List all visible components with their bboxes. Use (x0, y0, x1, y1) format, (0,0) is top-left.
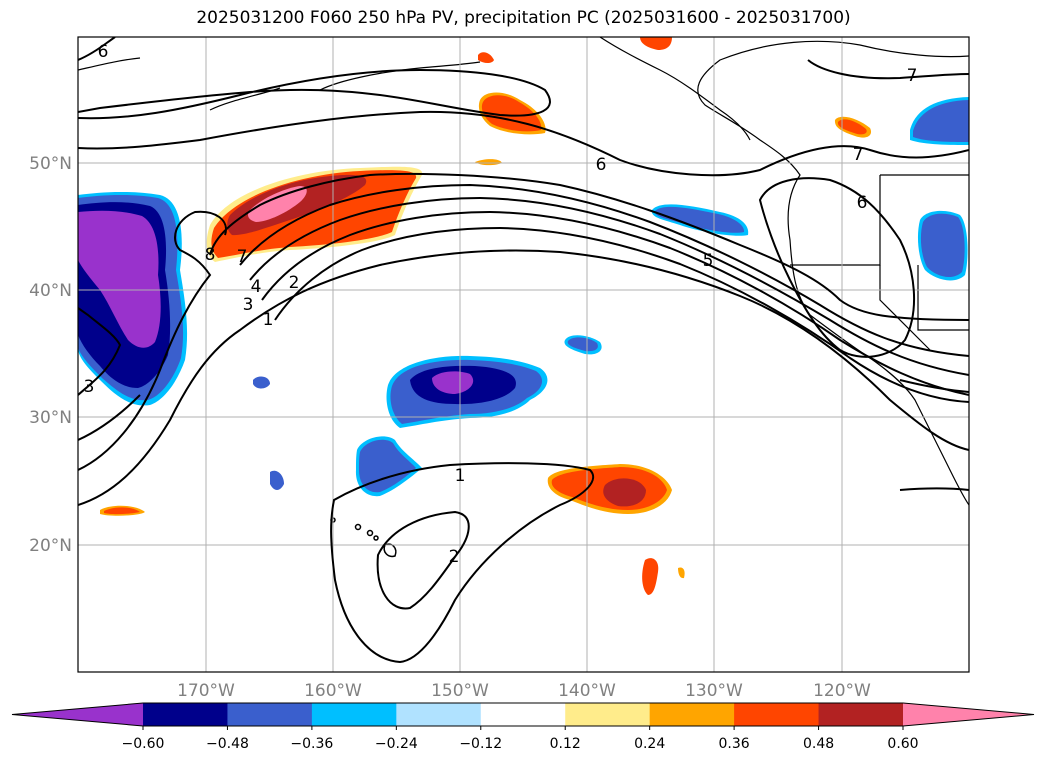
contour-label: 6 (857, 193, 868, 213)
contour-label: 5 (703, 251, 714, 271)
colorbar-tick-label: −0.12 (459, 736, 502, 752)
colorbar-segment (311, 703, 397, 726)
contour-label: 2 (449, 547, 460, 567)
contour-label: 2 (289, 273, 300, 293)
contour-label: 1 (263, 310, 274, 330)
lat-label: 30°N (29, 408, 72, 428)
lat-label: 40°N (29, 281, 72, 301)
lat-label: 50°N (29, 154, 72, 174)
map-frame (77, 36, 970, 673)
precip-positive-shading (100, 37, 872, 595)
contour-label: 3 (243, 295, 254, 315)
colorbar-segment (396, 703, 482, 726)
colorbar-tick-label: −0.60 (122, 736, 165, 752)
precip-negative-shading (78, 97, 969, 497)
colorbar-segment (565, 703, 651, 726)
colorbar-tick-label: 0.24 (634, 736, 665, 752)
contour-label: 3 (84, 377, 95, 397)
lon-label: 130°W (685, 681, 743, 701)
lon-label: 140°W (558, 681, 616, 701)
contour-labels: 6 7 6 7 6 5 4 3 2 1 8 7 3 1 2 (84, 42, 918, 567)
lon-label: 120°W (813, 681, 871, 701)
lon-label: 150°W (431, 681, 489, 701)
contour-label: 4 (251, 277, 262, 297)
lon-label: 170°W (177, 681, 235, 701)
colorbar-extend-high (903, 703, 1034, 726)
colorbar-segment (143, 703, 228, 726)
contour-label: 1 (455, 466, 466, 486)
contour-label: 6 (98, 42, 109, 62)
colorbar-tick-label: 0.36 (719, 736, 750, 752)
colorbar-segment (649, 703, 735, 726)
colorbar-extend-low (12, 703, 143, 726)
lat-label: 20°N (29, 536, 72, 556)
colorbar-tick-label: 0.12 (550, 736, 581, 752)
colorbar-segment (480, 703, 566, 726)
colorbar-tick-label: −0.48 (206, 736, 249, 752)
contour-label: 8 (205, 245, 216, 265)
colorbar-segment (818, 703, 904, 726)
colorbar-segment (734, 703, 820, 726)
contour-label: 7 (907, 66, 918, 86)
lat-lon-grid (78, 37, 969, 672)
map-background (78, 37, 969, 672)
contour-label: 6 (596, 155, 607, 175)
colorbar-tick-label: −0.36 (290, 736, 333, 752)
contour-label: 7 (853, 145, 864, 165)
colorbar-segment (227, 703, 313, 726)
coastlines (78, 37, 969, 506)
latitude-labels: 50°N 40°N 30°N 20°N (29, 154, 72, 556)
colorbar-tick-label: 0.48 (803, 736, 834, 752)
colorbar-tick-label: 0.60 (887, 736, 918, 752)
longitude-labels: 170°W 160°W 150°W 140°W 130°W 120°W (177, 681, 871, 701)
colorbar-tick-label: −0.24 (375, 736, 418, 752)
pv-contours (78, 37, 969, 664)
map-title: 2025031200 F060 250 hPa PV, precipitatio… (196, 8, 851, 28)
contour-label: 7 (237, 247, 248, 267)
lon-label: 160°W (304, 681, 362, 701)
colorbar: −0.60 −0.48 −0.36 −0.24 −0.12 0.12 0.24 0.36 0.4… (11, 702, 1035, 752)
